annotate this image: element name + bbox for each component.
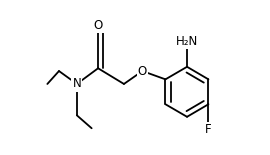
Text: N: N xyxy=(73,78,81,91)
Text: O: O xyxy=(138,64,147,78)
Text: O: O xyxy=(93,19,103,32)
Text: H₂N: H₂N xyxy=(176,35,198,48)
Text: F: F xyxy=(205,123,212,136)
